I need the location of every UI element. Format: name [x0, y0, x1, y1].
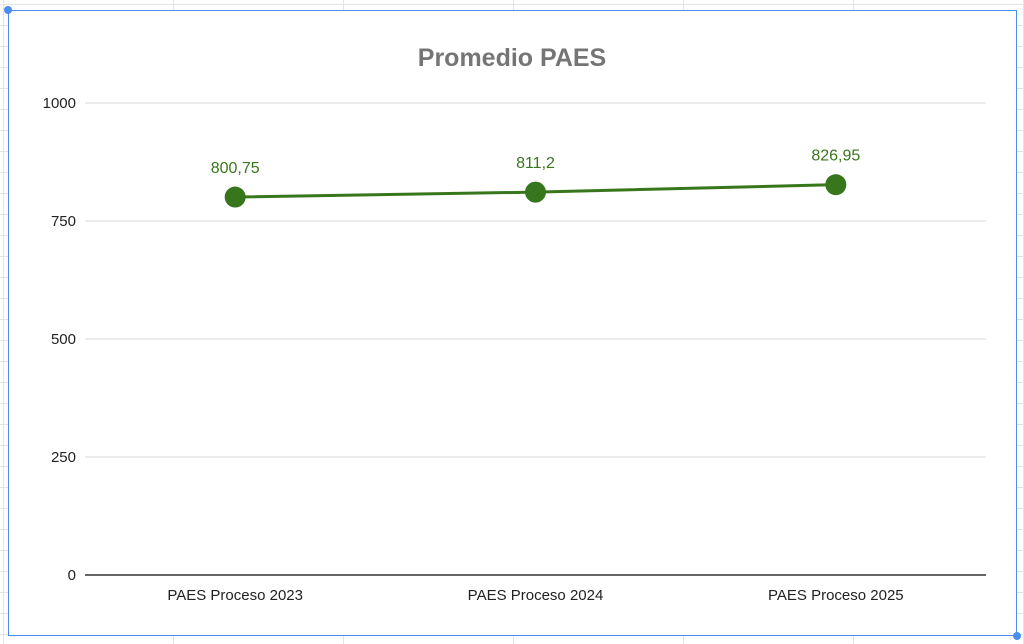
data-point[interactable] [825, 174, 847, 196]
resize-handle-top-left[interactable] [4, 6, 12, 14]
y-tick-label: 500 [51, 331, 76, 348]
x-category-label: PAES Proceso 2024 [468, 587, 604, 604]
x-category-label: PAES Proceso 2025 [768, 587, 904, 604]
data-label: 800,75 [211, 160, 260, 177]
chart-title: Promedio PAES [418, 44, 606, 72]
y-axis-ticks: 0 250 500 750 1000 [43, 95, 76, 584]
y-tick-label: 0 [68, 567, 76, 584]
y-tick-label: 250 [51, 449, 76, 466]
data-labels: 800,75 811,2 826,95 [211, 148, 861, 177]
data-label: 826,95 [811, 148, 860, 165]
chart-container[interactable] [8, 10, 1017, 636]
gridlines [85, 102, 986, 576]
data-label: 811,2 [516, 155, 555, 172]
series-group [224, 174, 847, 208]
y-tick-label: 1000 [43, 95, 76, 112]
x-axis-categories: PAES Proceso 2023 PAES Proceso 2024 PAES P… [167, 587, 903, 604]
y-tick-label: 750 [51, 213, 76, 230]
resize-handle-bottom-right[interactable] [1013, 632, 1021, 640]
data-point[interactable] [525, 181, 546, 203]
data-point[interactable] [224, 186, 246, 208]
x-category-label: PAES Proceso 2023 [167, 587, 303, 604]
